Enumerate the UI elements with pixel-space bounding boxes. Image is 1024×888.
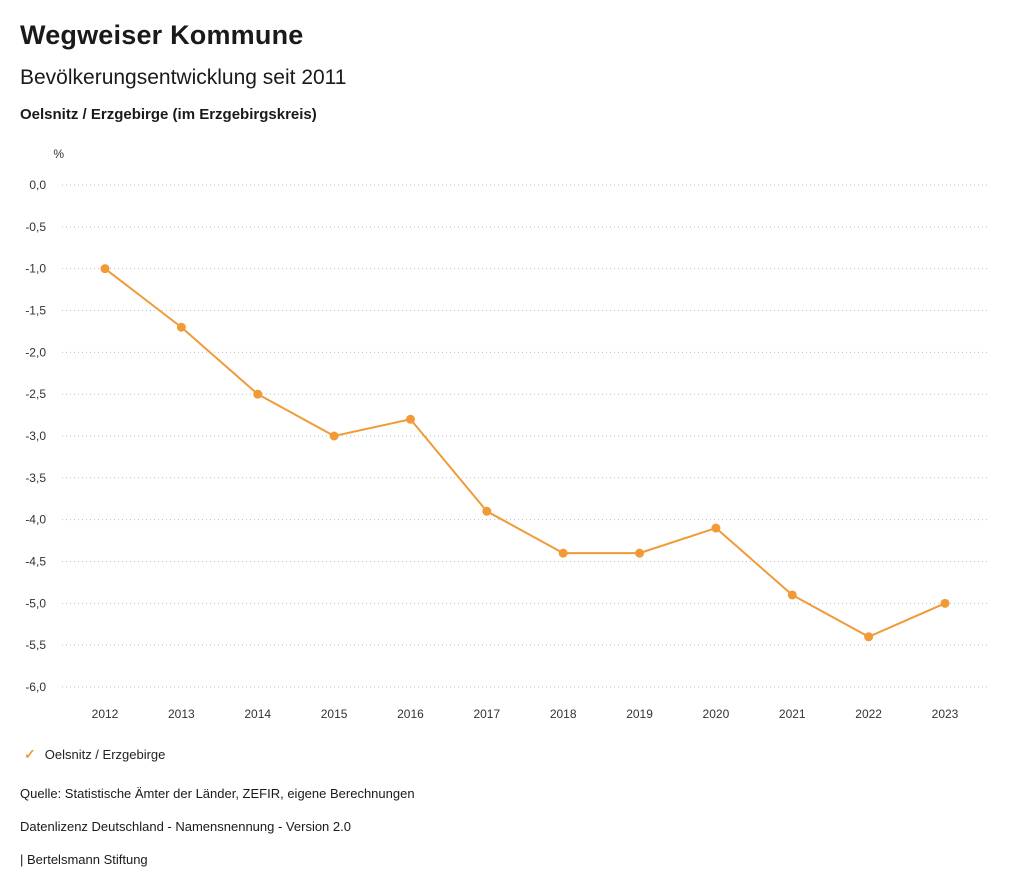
y-tick-label: 0,0	[29, 178, 46, 192]
x-tick-label: 2019	[626, 707, 653, 721]
data-point[interactable]	[482, 506, 492, 516]
x-tick-label: 2017	[473, 707, 500, 721]
x-tick-label: 2015	[321, 707, 348, 721]
data-point[interactable]	[864, 632, 874, 642]
y-tick-label: -3,0	[25, 429, 46, 443]
data-point[interactable]	[253, 389, 263, 399]
header: Wegweiser Kommune Bevölkerungsentwicklun…	[20, 20, 1004, 123]
y-tick-label: -2,5	[25, 387, 46, 401]
attribution-note: | Bertelsmann Stiftung	[20, 852, 148, 867]
x-tick-label: 2016	[397, 707, 424, 721]
y-tick-label: -5,0	[25, 596, 46, 610]
x-tick-label: 2023	[932, 707, 959, 721]
source-note: Quelle: Statistische Ämter der Länder, Z…	[20, 786, 415, 801]
data-point[interactable]	[711, 523, 721, 533]
y-tick-label: -1,0	[25, 262, 46, 276]
chart-location-subtitle: Oelsnitz / Erzgebirge (im Erzgebirgskrei…	[20, 106, 317, 123]
data-point[interactable]	[405, 414, 415, 424]
app-title: Wegweiser Kommune	[20, 20, 304, 50]
data-point[interactable]	[558, 548, 568, 558]
check-icon: ✓	[24, 746, 36, 762]
data-point[interactable]	[787, 590, 797, 600]
license-note: Datenlizenz Deutschland - Namensnennung …	[20, 819, 351, 834]
x-tick-label: 2020	[703, 707, 730, 721]
x-tick-label: 2022	[855, 707, 882, 721]
y-tick-label: -4,5	[25, 555, 46, 569]
data-point[interactable]	[176, 322, 186, 332]
chart-title: Bevölkerungsentwicklung seit 2011	[20, 66, 347, 89]
chart-area: % 0,0 -0,5 -1,0 -1,5 -2,0 -2,5 -3,0 -3,5 -4,0 -4,5…	[0, 140, 1024, 740]
x-tick-label: 2021	[779, 707, 806, 721]
y-tick-label: -4,0	[25, 513, 46, 527]
y-tick-label: -6,0	[25, 680, 46, 694]
data-point[interactable]	[940, 598, 950, 608]
y-tick-label: -1,5	[25, 304, 46, 318]
x-tick-label: 2014	[244, 707, 271, 721]
legend-item[interactable]: ✓ Oelsnitz / Erzgebirge	[24, 746, 165, 763]
population-chart[interactable]: % 0,0 -0,5 -1,0 -1,5 -2,0 -2,5 -3,0 -3,5 -4,0 -4,5…	[0, 140, 1024, 740]
y-tick-label: -2,0	[25, 345, 46, 359]
y-axis-unit-label: %	[53, 147, 64, 161]
footer: Quelle: Statistische Ämter der Länder, Z…	[20, 786, 415, 885]
legend-label: Oelsnitz / Erzgebirge	[44, 747, 166, 762]
data-point[interactable]	[100, 264, 110, 274]
y-tick-label: -0,5	[25, 220, 46, 234]
x-tick-label: 2012	[92, 707, 119, 721]
y-tick-label: -3,5	[25, 471, 46, 485]
y-tick-label: -5,5	[25, 638, 46, 652]
series-line	[104, 267, 946, 638]
data-point[interactable]	[635, 548, 645, 558]
x-tick-label: 2013	[168, 707, 195, 721]
x-tick-label: 2018	[550, 707, 577, 721]
data-point[interactable]	[329, 431, 339, 441]
